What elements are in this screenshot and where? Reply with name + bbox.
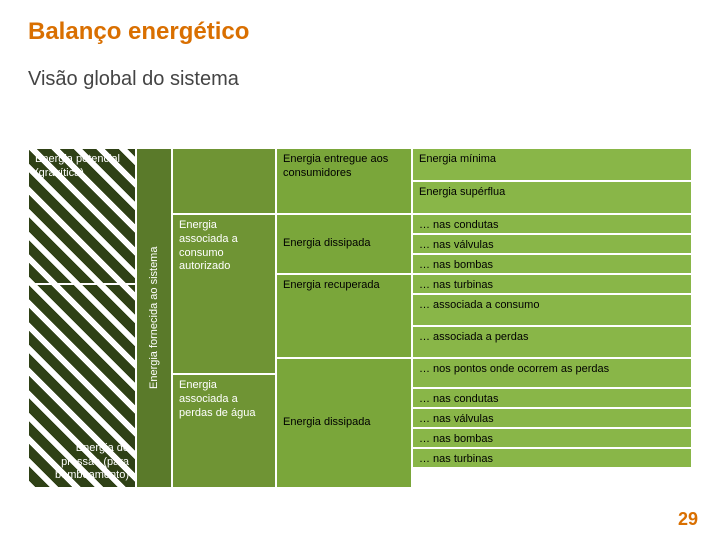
col5-row-6: … nas turbinas <box>412 274 692 294</box>
col5-row-5: … nas bombas <box>412 254 692 274</box>
col5-r4-label: … nas válvulas <box>419 239 494 253</box>
col4-mid1-cell: Energia dissipada <box>276 214 412 274</box>
col5-row-13: … nas turbinas <box>412 448 692 468</box>
col1-top-cell: Energia potencial (gravítica) <box>28 148 136 284</box>
col4-bot-label: Energia dissipada <box>283 416 370 430</box>
col5-row-1: Energia mínima <box>412 148 692 181</box>
col4-top-label: Energia entregue aos consumidores <box>283 153 405 181</box>
col5-r5-label: … nas bombas <box>419 259 493 273</box>
col2-vertical-label: Energia fornecida ao sistema <box>146 188 162 448</box>
col5-row-10: … nas condutas <box>412 388 692 408</box>
col5-r11-label: … nas válvulas <box>419 413 494 427</box>
slide-subtitle: Visão global do sistema <box>28 68 692 91</box>
col5-row-9: … nos pontos onde ocorrem as perdas <box>412 358 692 388</box>
slide-title: Balanço energético <box>28 18 692 46</box>
col4-mid2-label: Energia recuperada <box>283 279 380 293</box>
col5-row-8: … associada a perdas <box>412 326 692 358</box>
col5-row-11: … nas válvulas <box>412 408 692 428</box>
col5-row-4: … nas válvulas <box>412 234 692 254</box>
col5-r9-label: … nos pontos onde ocorrem as perdas <box>419 363 609 377</box>
col3-bot-cell: Energia associada a perdas de água <box>172 374 276 488</box>
col1-top-label: Energia potencial (gravítica) <box>35 153 129 181</box>
col5-r10-label: … nas condutas <box>419 393 499 407</box>
col5-r6-label: … nas turbinas <box>419 279 493 293</box>
col3-mid-label: Energia associada a consumo autorizado <box>179 219 269 274</box>
col5-r1-label: Energia mínima <box>419 153 496 167</box>
col1-bottom-label: Energia de pressão (para bombeamento) <box>35 442 129 483</box>
col3-bot-label: Energia associada a perdas de água <box>179 379 269 420</box>
col4-bot-cell: Energia dissipada <box>276 358 412 488</box>
col5-r12-label: … nas bombas <box>419 433 493 447</box>
col5-row-12: … nas bombas <box>412 428 692 448</box>
col5-r2-label: Energia supérflua <box>419 186 505 200</box>
col4-top-cell: Energia entregue aos consumidores <box>276 148 412 214</box>
col5-r7-label: … associada a consumo <box>419 299 539 313</box>
col2-vertical-text: Energia fornecida ao sistema <box>148 247 160 389</box>
col5-row-7: … associada a consumo <box>412 294 692 326</box>
col4-mid1-label: Energia dissipada <box>283 237 370 251</box>
col5-r8-label: … associada a perdas <box>419 331 528 345</box>
col4-mid2-cell: Energia recuperada <box>276 274 412 358</box>
col1-bottom-cell: Energia de pressão (para bombeamento) <box>28 284 136 488</box>
col5-r3-label: … nas condutas <box>419 219 499 233</box>
col3-top-cell <box>172 148 276 214</box>
page-number: 29 <box>678 509 698 530</box>
col3-mid-cell: Energia associada a consumo autorizado <box>172 214 276 374</box>
col5-r13-label: … nas turbinas <box>419 453 493 467</box>
col5-row-2: Energia supérflua <box>412 181 692 214</box>
col5-row-3: … nas condutas <box>412 214 692 234</box>
energy-balance-diagram: Energia potencial (gravítica) Energia de… <box>28 148 692 504</box>
